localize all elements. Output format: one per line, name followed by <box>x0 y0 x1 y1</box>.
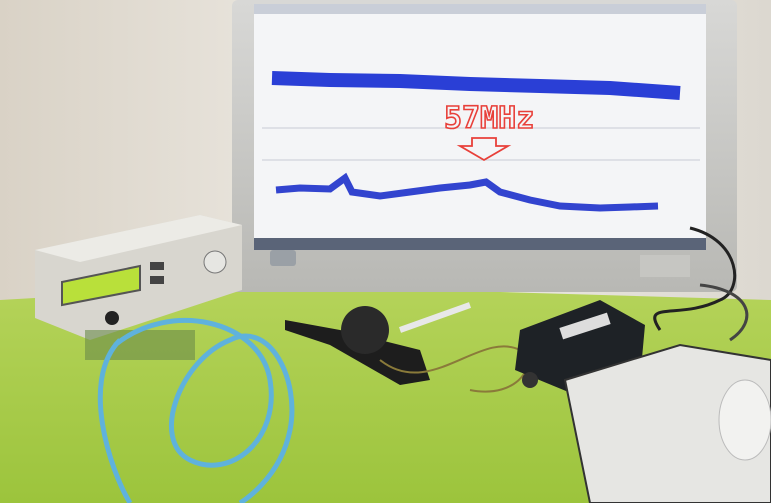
generator-button <box>150 276 164 284</box>
page: 57MHz (() => { const data = JSON.parse(d… <box>0 0 771 503</box>
monitor-buttons <box>640 255 690 277</box>
window-toolbar <box>254 4 706 14</box>
bnc-connector <box>105 311 119 325</box>
receiver-connector <box>522 372 538 388</box>
taskbar <box>254 238 706 250</box>
generator-knob <box>204 251 226 273</box>
generator-stand <box>85 330 195 360</box>
mouse <box>719 380 771 460</box>
photo-scene: 57MHz <box>0 0 771 503</box>
generator-button <box>150 262 164 270</box>
loop-antenna <box>341 306 389 354</box>
monitor-logo <box>270 250 296 266</box>
frequency-annotation: 57MHz <box>444 101 534 136</box>
